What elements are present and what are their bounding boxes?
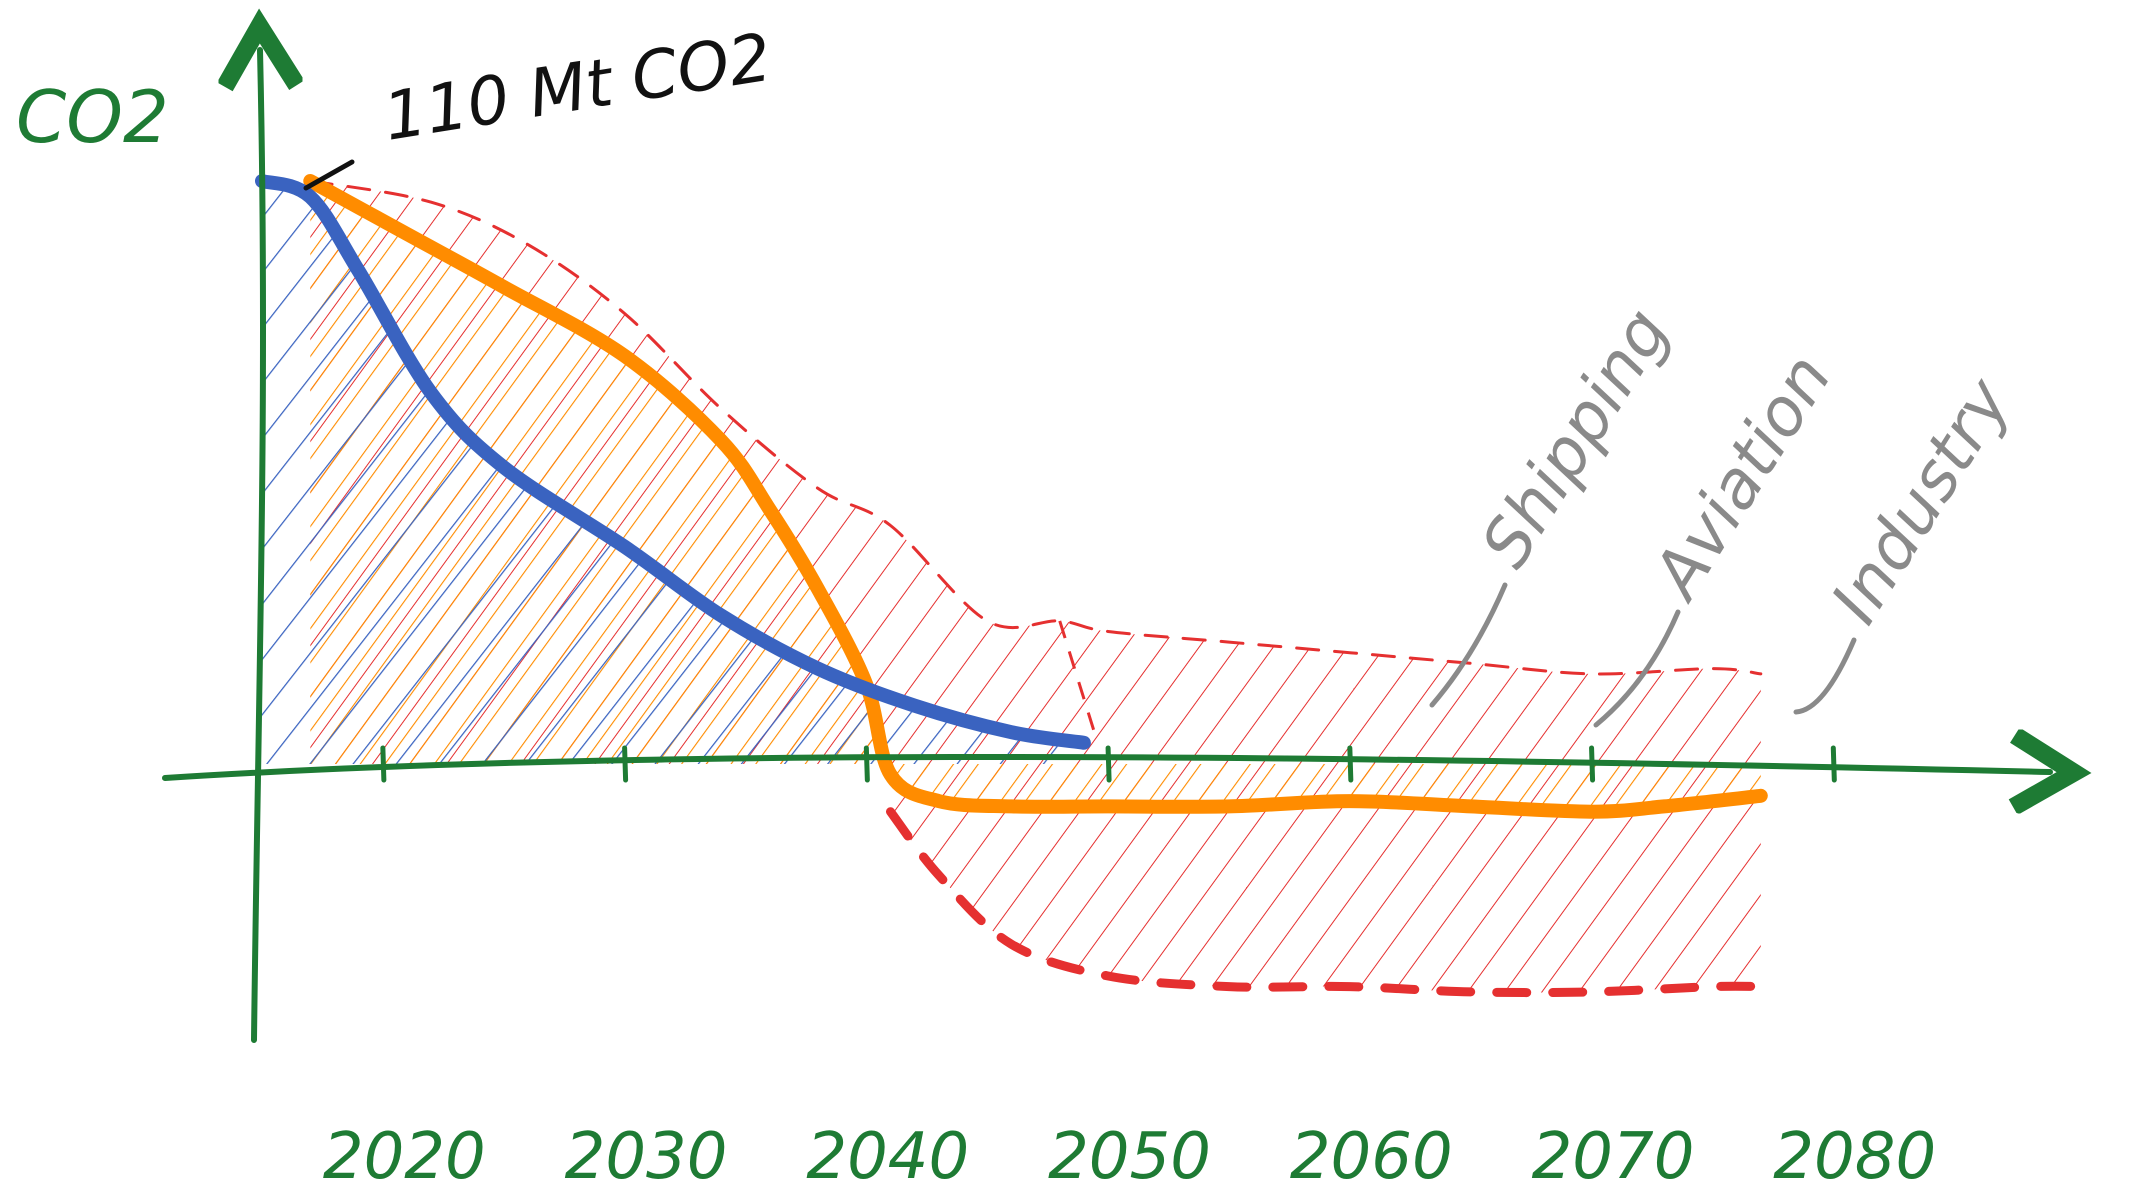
x-tick-2060 (1347, 745, 1354, 783)
pointer-industry (1793, 637, 1857, 715)
category-label-aviation: Aviation (1636, 341, 1846, 614)
series-line-orange (303, 174, 1768, 819)
x-tick-label-2020: 2020 (323, 1120, 486, 1194)
y-axis-label: CO2 (16, 75, 169, 159)
series-line-red-drop (1058, 620, 1098, 738)
x-axis-line (162, 757, 2050, 778)
x-tick-label-2040: 2040 (806, 1120, 969, 1194)
series-line-red-lower (886, 807, 1766, 998)
pointer-aviation (1593, 609, 1681, 728)
x-tick-2070 (1589, 745, 1596, 783)
hatch-area-blue (262, 181, 1084, 764)
x-tick-label-2070: 2070 (1532, 1120, 1695, 1194)
annotation-leader (303, 159, 355, 191)
series-lines (255, 174, 1768, 998)
series-line-blue (255, 174, 1091, 750)
x-tick-2020 (380, 745, 387, 783)
x-tick-label-2030: 2030 (565, 1120, 728, 1194)
x-tick-label-2060: 2060 (1290, 1120, 1453, 1194)
pointer-shipping (1429, 582, 1508, 708)
x-tick-2040 (863, 745, 870, 783)
axes (162, 50, 2050, 1043)
y-axis-line (254, 50, 263, 1043)
x-tick-2050 (1105, 745, 1112, 783)
annotation-text: 110 Mt CO2 (378, 19, 776, 156)
series-line-red-upper (308, 179, 1763, 676)
x-tick-label-2080: 2080 (1773, 1120, 1936, 1194)
x-tick-2030 (622, 745, 629, 783)
x-ticks (380, 745, 1837, 783)
label-pointers (1429, 582, 1857, 728)
hatch-area-red-lower (890, 764, 1761, 993)
category-label-industry: Industry (1816, 365, 2026, 637)
x-tick-labels: 2020 2030 2040 2050 2060 2070 2080 (323, 1120, 1936, 1194)
category-label-shipping: Shipping (1466, 296, 1684, 581)
hatched-areas (262, 181, 1761, 993)
x-tick-label-2050: 2050 (1048, 1120, 1211, 1194)
x-tick-2080 (1830, 745, 1837, 783)
